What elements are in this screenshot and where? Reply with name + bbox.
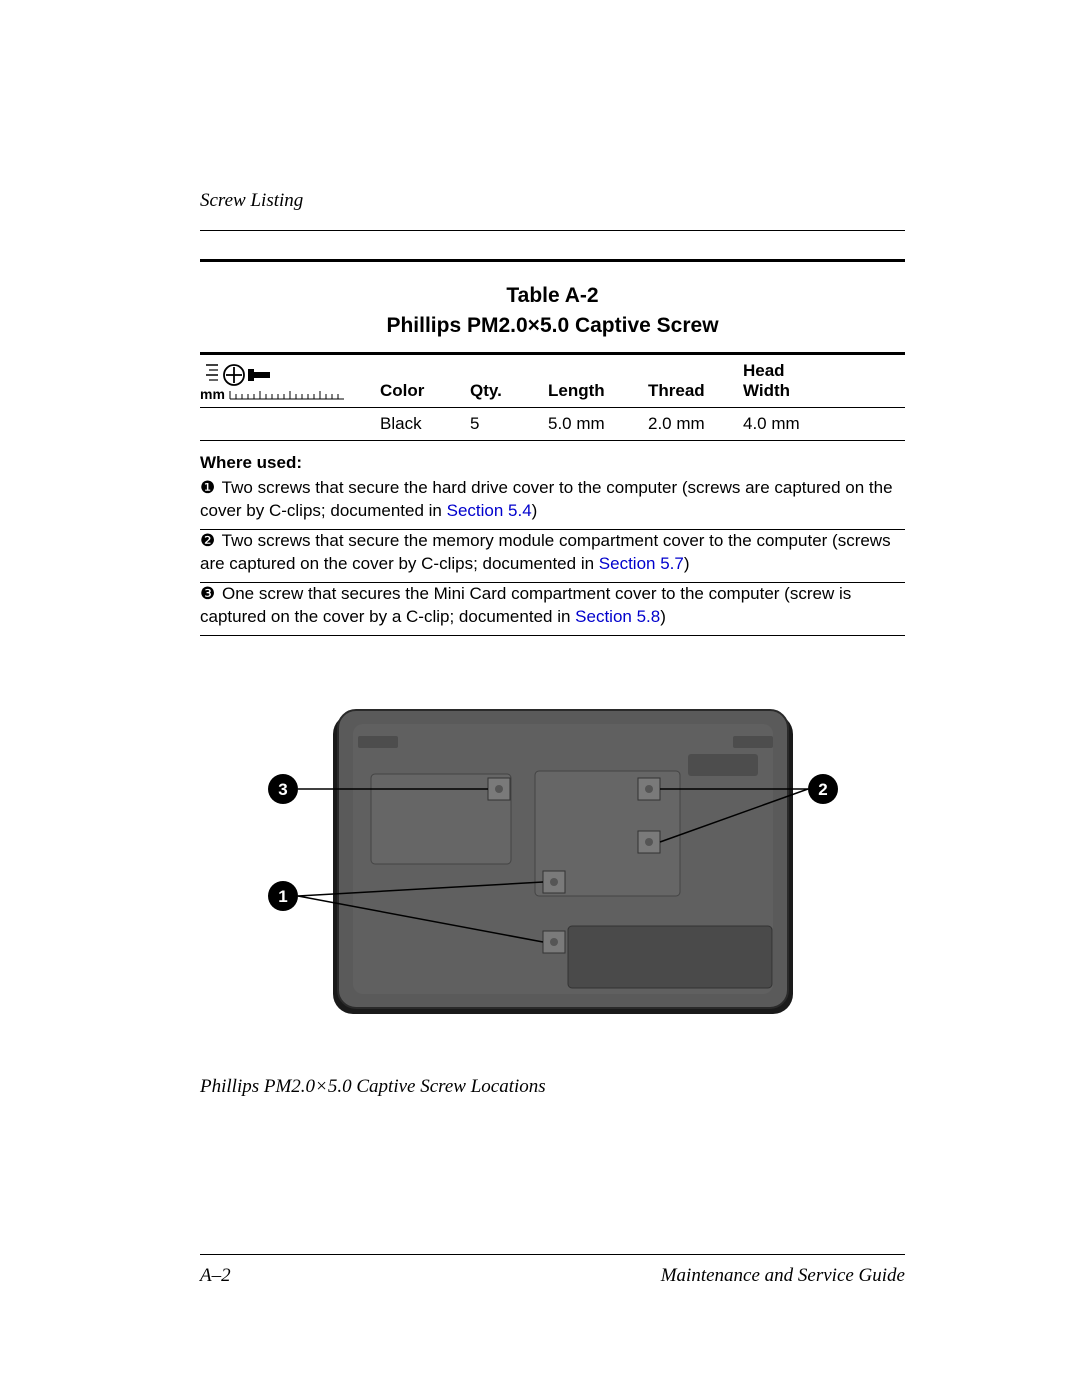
val-qty: 5	[470, 414, 548, 434]
spec-divider-2	[200, 440, 905, 441]
usage-text-3b: )	[660, 607, 666, 626]
usage-item-3: ❸ One screw that secures the Mini Card c…	[200, 583, 905, 629]
usage-text-2a: Two screws that secure the memory module…	[200, 531, 891, 573]
table-title: Table A-2	[200, 284, 905, 308]
footer-rule	[200, 1254, 905, 1255]
laptop-bottom-diagram: 2 3 1	[243, 696, 863, 1036]
callout-num-2: ❷	[200, 530, 215, 553]
link-section-5-4[interactable]: Section 5.4	[447, 501, 532, 520]
page: Screw Listing Table A-2 Phillips PM2.0×5…	[0, 0, 1080, 1397]
usage-item-1: ❶ Two screws that secure the hard drive …	[200, 477, 905, 523]
val-length: 5.0 mm	[548, 414, 648, 434]
usage-divider	[200, 635, 905, 636]
screw-icon-cell: mm	[200, 361, 380, 401]
usage-text-3a: One screw that secures the Mini Card com…	[200, 584, 851, 626]
page-number: A–2	[200, 1265, 231, 1287]
link-section-5-7[interactable]: Section 5.7	[599, 554, 684, 573]
figure-caption: Phillips PM2.0×5.0 Captive Screw Locatio…	[200, 1076, 905, 1098]
page-footer: A–2 Maintenance and Service Guide	[200, 1254, 905, 1287]
usage-text-2b: )	[684, 554, 690, 573]
col-head-width-l1: Head	[743, 361, 785, 380]
val-thread: 2.0 mm	[648, 414, 743, 434]
col-head-width: Head Width	[743, 361, 838, 401]
where-used-label: Where used:	[200, 453, 905, 473]
link-section-5-8[interactable]: Section 5.8	[575, 607, 660, 626]
spec-header-row: mm	[200, 355, 905, 407]
usage-text-1a: Two screws that secure the hard drive co…	[200, 478, 893, 520]
svg-text:3: 3	[278, 780, 287, 799]
callout-num-1: ❶	[200, 477, 215, 500]
col-head-width-l2: Width	[743, 381, 790, 400]
doc-title: Maintenance and Service Guide	[661, 1265, 905, 1287]
svg-text:2: 2	[818, 780, 827, 799]
usage-item-2: ❷ Two screws that secure the memory modu…	[200, 530, 905, 576]
usage-text-1b: )	[532, 501, 538, 520]
spec-data-row: Black 5 5.0 mm 2.0 mm 4.0 mm	[200, 408, 905, 440]
col-qty: Qty.	[470, 381, 548, 401]
val-head-width: 4.0 mm	[743, 414, 838, 434]
svg-text:1: 1	[278, 887, 287, 906]
screw-ruler-icon: mm	[200, 361, 350, 401]
val-color: Black	[380, 414, 470, 434]
col-thread: Thread	[648, 381, 743, 401]
figure: 2 3 1	[200, 696, 905, 1036]
col-length: Length	[548, 381, 648, 401]
svg-text:mm: mm	[200, 386, 225, 401]
table-top-rule	[200, 259, 905, 262]
section-header: Screw Listing	[200, 190, 905, 212]
spec-table: mm	[200, 355, 905, 441]
col-color: Color	[380, 381, 470, 401]
table-subtitle: Phillips PM2.0×5.0 Captive Screw	[200, 314, 905, 338]
callout-num-3: ❸	[200, 583, 215, 606]
